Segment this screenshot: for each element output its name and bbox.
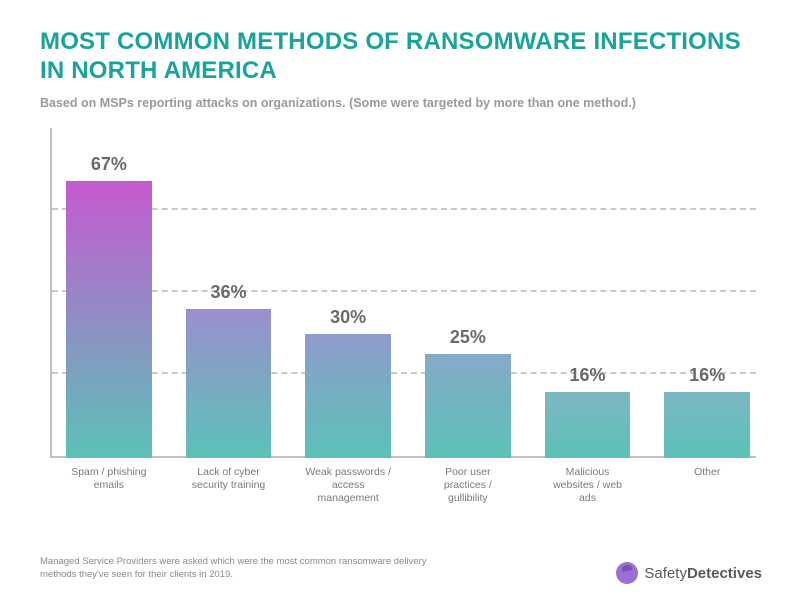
x-axis-label: Poor user practices / gullibility (425, 466, 511, 498)
bar: 36% (186, 309, 272, 458)
bar-column: 25% (425, 128, 511, 458)
bar: 16% (664, 392, 750, 458)
bar: 67% (66, 181, 152, 457)
bar-column: 16% (664, 128, 750, 458)
footnote: Managed Service Providers were asked whi… (40, 556, 460, 582)
bar-value-label: 25% (425, 327, 511, 354)
bar-chart: 67%36%30%25%16%16% Spam / phishing email… (50, 128, 760, 498)
brand-word-2: Detectives (687, 565, 762, 582)
bar-column: 30% (305, 128, 391, 458)
bar: 16% (545, 392, 631, 458)
brand-word-1: Safety (644, 565, 687, 582)
x-axis-label: Malicious websites / web ads (545, 466, 631, 498)
bar-value-label: 36% (186, 282, 272, 309)
bar-column: 36% (186, 128, 272, 458)
bar: 25% (425, 354, 511, 457)
bar-value-label: 30% (305, 307, 391, 334)
x-axis-label: Other (664, 466, 750, 498)
bar-value-label: 16% (545, 365, 631, 392)
x-axis-labels: Spam / phishing emails Lack of cyber secu… (50, 460, 756, 498)
bar: 30% (305, 334, 391, 458)
bar-value-label: 16% (664, 365, 750, 392)
brand-logo-icon (616, 562, 638, 584)
x-axis-label: Spam / phishing emails (66, 466, 152, 498)
brand-text: SafetyDetectives (644, 565, 762, 582)
page-title: MOST COMMON METHODS OF RANSOMWARE INFECT… (40, 28, 760, 86)
bar-column: 16% (545, 128, 631, 458)
bar-column: 67% (66, 128, 152, 458)
page-subtitle: Based on MSPs reporting attacks on organ… (40, 96, 760, 110)
brand: SafetyDetectives (616, 562, 762, 584)
x-axis-label: Weak passwords / access management (305, 466, 391, 498)
bars-container: 67%36%30%25%16%16% (50, 128, 756, 458)
bar-value-label: 67% (66, 154, 152, 181)
x-axis-label: Lack of cyber security training (186, 466, 272, 498)
